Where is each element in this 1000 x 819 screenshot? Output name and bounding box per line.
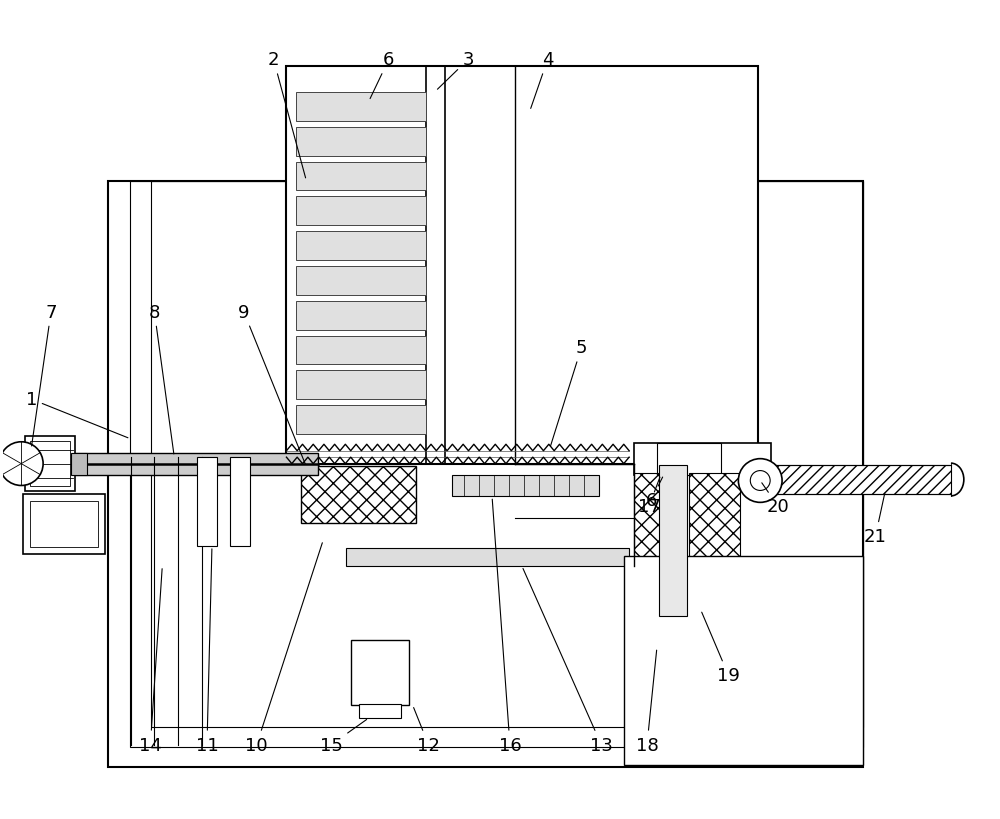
Bar	[296, 162, 426, 192]
Bar	[23, 495, 105, 554]
Bar	[624, 556, 863, 765]
Text: 21: 21	[864, 494, 887, 545]
Text: 12: 12	[414, 708, 440, 753]
Text: 2: 2	[268, 52, 306, 179]
Bar	[689, 473, 740, 610]
Text: 19: 19	[702, 613, 740, 685]
Bar	[359, 704, 401, 718]
Text: 6: 6	[645, 477, 663, 509]
Bar	[286, 67, 758, 464]
Text: 14: 14	[139, 569, 162, 753]
Text: 4: 4	[531, 52, 553, 109]
Bar	[130, 181, 863, 747]
Bar	[346, 549, 629, 566]
Bar	[30, 502, 98, 547]
Bar	[65, 453, 318, 475]
Bar	[634, 473, 686, 610]
Text: 7: 7	[32, 303, 57, 446]
Bar	[296, 128, 426, 156]
Text: 15: 15	[320, 720, 367, 753]
Bar	[25, 437, 75, 492]
Text: 13: 13	[523, 568, 613, 753]
Text: 17: 17	[638, 477, 660, 516]
Bar	[296, 301, 426, 330]
Bar	[296, 93, 426, 122]
Bar	[151, 181, 863, 727]
Text: 20: 20	[762, 483, 789, 516]
Text: 16: 16	[492, 500, 521, 753]
Bar	[108, 181, 863, 767]
Bar	[197, 457, 217, 546]
Bar	[71, 453, 87, 475]
Text: 8: 8	[149, 303, 174, 455]
Bar	[30, 441, 70, 486]
Bar	[296, 232, 426, 260]
Bar	[657, 443, 721, 475]
Text: 3: 3	[437, 52, 474, 90]
Bar	[644, 631, 731, 648]
Circle shape	[750, 471, 770, 491]
Text: 10: 10	[245, 543, 322, 753]
Bar	[296, 405, 426, 434]
Bar	[296, 267, 426, 296]
Circle shape	[738, 459, 782, 503]
Text: 18: 18	[636, 650, 658, 753]
Bar	[351, 640, 409, 705]
Text: 6: 6	[370, 52, 394, 99]
Text: 5: 5	[550, 339, 587, 446]
Bar	[760, 465, 951, 495]
Bar	[296, 197, 426, 226]
Bar	[452, 475, 599, 497]
Bar	[230, 457, 250, 546]
Circle shape	[0, 442, 43, 486]
Text: 1: 1	[26, 391, 128, 438]
Bar	[634, 608, 740, 634]
Bar	[659, 465, 687, 616]
Bar	[296, 336, 426, 364]
Text: 11: 11	[196, 550, 218, 753]
Bar	[634, 443, 771, 475]
Text: 9: 9	[238, 303, 305, 464]
Bar	[301, 466, 416, 523]
Bar	[296, 371, 426, 400]
